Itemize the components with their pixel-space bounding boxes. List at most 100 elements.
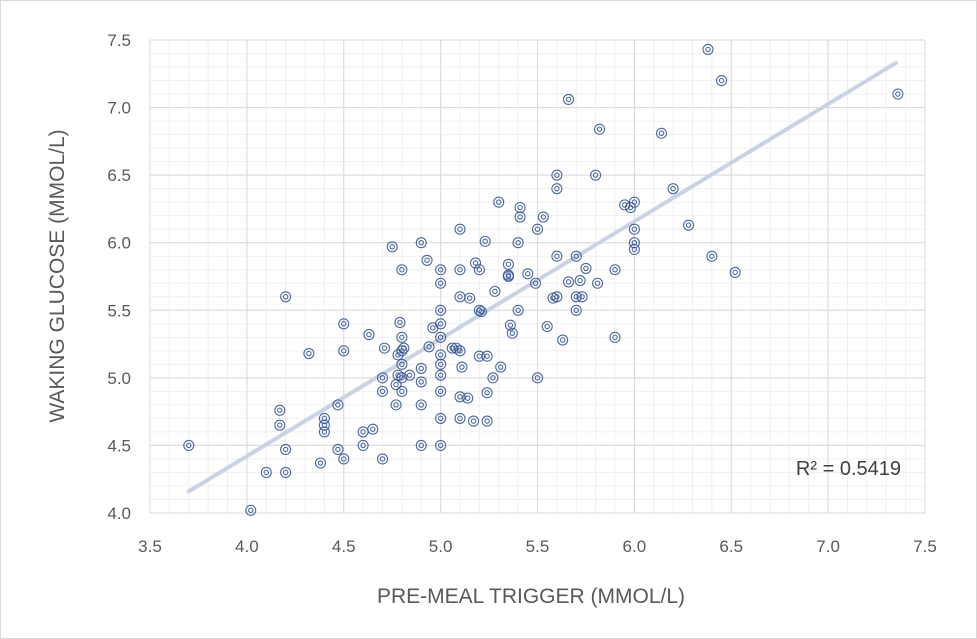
- data-point: [716, 74, 728, 87]
- data-point-outer-ring: [435, 304, 447, 316]
- data-point: [479, 235, 491, 247]
- data-point-inner-ring: [277, 407, 283, 414]
- data-point-outer-ring: [423, 341, 435, 353]
- data-point: [332, 443, 344, 456]
- data-point: [502, 258, 514, 270]
- data-point: [557, 334, 569, 346]
- data-point-outer-ring: [454, 345, 466, 357]
- data-point-inner-ring: [277, 422, 283, 428]
- data-point-outer-ring: [514, 211, 526, 223]
- data-point-outer-ring: [396, 358, 408, 370]
- data-point-inner-ring: [399, 361, 405, 368]
- data-point-inner-ring: [437, 442, 444, 449]
- data-point: [280, 443, 292, 456]
- data-point-inner-ring: [437, 334, 444, 341]
- data-point-inner-ring: [472, 260, 479, 266]
- data-point-outer-ring: [435, 277, 447, 289]
- data-point-outer-ring: [435, 412, 447, 424]
- data-point-inner-ring: [478, 308, 485, 315]
- data-point-outer-ring: [512, 237, 524, 249]
- data-point-outer-ring: [435, 331, 447, 343]
- data-point-outer-ring: [396, 372, 408, 384]
- data-point-outer-ring: [551, 250, 563, 262]
- data-point-inner-ring: [379, 375, 386, 381]
- data-point-outer-ring: [557, 334, 569, 346]
- data-point-outer-ring: [404, 369, 416, 381]
- data-point: [314, 457, 327, 469]
- data-point: [376, 453, 389, 465]
- data-point-outer-ring: [280, 466, 292, 479]
- data-point: [454, 412, 466, 424]
- data-point: [729, 266, 741, 278]
- data-point-outer-ring: [386, 241, 398, 253]
- data-point-outer-ring: [274, 419, 286, 431]
- data-point-inner-ring: [612, 266, 618, 273]
- data-point-inner-ring: [559, 337, 566, 343]
- data-point: [274, 404, 286, 416]
- data-point-outer-ring: [729, 266, 741, 278]
- data-point: [435, 349, 447, 361]
- data-point-inner-ring: [282, 446, 289, 453]
- data-point-inner-ring: [470, 418, 477, 424]
- data-point-outer-ring: [576, 291, 588, 303]
- data-point: [423, 341, 435, 353]
- data-point: [667, 183, 679, 195]
- data-point: [415, 439, 427, 451]
- data-point: [396, 372, 408, 384]
- data-point-inner-ring: [389, 244, 395, 250]
- data-point-outer-ring: [590, 169, 602, 181]
- data-point-outer-ring: [468, 415, 480, 427]
- data-point-outer-ring: [502, 258, 514, 270]
- data-point-inner-ring: [426, 344, 432, 350]
- data-point-inner-ring: [457, 394, 463, 400]
- data-point: [541, 320, 553, 333]
- data-point-outer-ring: [481, 350, 493, 362]
- data-point-outer-ring: [280, 291, 292, 303]
- data-point-inner-ring: [381, 345, 388, 351]
- data-point-outer-ring: [473, 264, 485, 276]
- data-point-inner-ring: [418, 379, 424, 385]
- data-point-outer-ring: [376, 385, 389, 397]
- data-point-outer-ring: [435, 264, 447, 276]
- data-points: [183, 43, 904, 516]
- data-point-outer-ring: [454, 223, 466, 235]
- data-point-outer-ring: [338, 345, 350, 357]
- data-point-outer-ring: [628, 243, 640, 256]
- data-point-inner-ring: [495, 199, 502, 205]
- data-point-outer-ring: [446, 342, 458, 354]
- data-point: [514, 202, 526, 214]
- data-point: [396, 331, 408, 343]
- data-point: [260, 466, 272, 479]
- data-point: [435, 277, 447, 289]
- data-point-outer-ring: [280, 443, 292, 456]
- data-point-inner-ring: [596, 126, 603, 132]
- data-point-inner-ring: [282, 469, 289, 476]
- data-point: [628, 223, 640, 235]
- data-point: [338, 318, 350, 330]
- data-point-inner-ring: [459, 364, 465, 370]
- data-point: [473, 264, 485, 276]
- data-point: [435, 264, 447, 276]
- data-point-inner-ring: [505, 261, 512, 268]
- data-point-inner-ring: [482, 238, 488, 245]
- data-point-outer-ring: [376, 372, 389, 384]
- data-point-outer-ring: [580, 262, 592, 274]
- data-point: [570, 291, 582, 303]
- data-point-outer-ring: [574, 275, 586, 287]
- data-point-outer-ring: [435, 318, 447, 330]
- data-point: [609, 331, 621, 343]
- data-point-inner-ring: [457, 415, 463, 422]
- data-point-inner-ring: [658, 130, 665, 136]
- data-point-outer-ring: [396, 385, 408, 397]
- y-tick-label: 5.5: [107, 301, 131, 320]
- data-point: [481, 415, 493, 427]
- data-point-outer-ring: [390, 399, 402, 411]
- data-point-outer-ring: [531, 372, 544, 384]
- data-point: [580, 262, 592, 274]
- data-point: [462, 392, 474, 404]
- data-point-inner-ring: [544, 323, 550, 330]
- data-point: [592, 277, 604, 289]
- data-point: [493, 196, 505, 208]
- data-point-inner-ring: [464, 395, 471, 401]
- data-point-inner-ring: [592, 172, 599, 178]
